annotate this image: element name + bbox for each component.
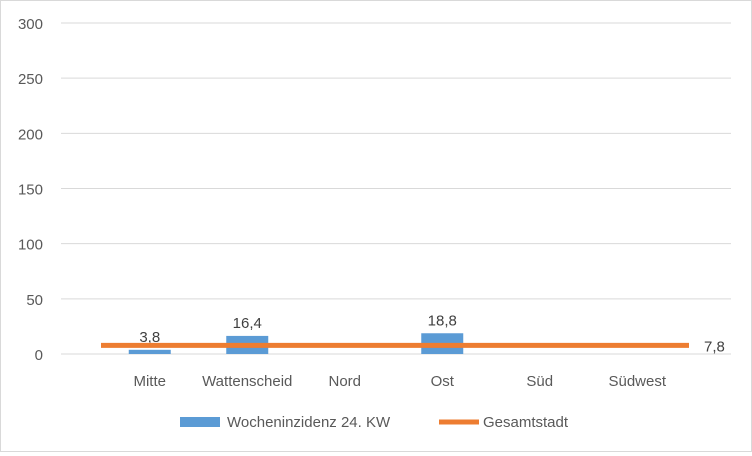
y-tick-label: 50 xyxy=(26,292,43,309)
bar-data-labels: 3,8 16,4 18,8 xyxy=(139,312,457,346)
x-tick-label: Südwest xyxy=(608,373,666,390)
line-data-label: 7,8 xyxy=(704,338,725,355)
y-tick-label: 200 xyxy=(18,126,43,143)
x-tick-label: Nord xyxy=(328,373,361,390)
x-tick-label: Ost xyxy=(431,373,455,390)
y-tick-label: 100 xyxy=(18,237,43,254)
y-tick-label: 250 xyxy=(18,71,43,88)
x-tick-label: Mitte xyxy=(133,373,166,390)
y-tick-label: 300 xyxy=(18,16,43,33)
bar-data-label: 3,8 xyxy=(139,329,160,346)
x-axis-ticks: Mitte Wattenscheid Nord Ost Süd Südwest xyxy=(133,373,666,390)
x-tick-label: Süd xyxy=(526,373,553,390)
y-tick-label: 150 xyxy=(18,182,43,199)
legend-swatch-bar xyxy=(180,417,220,427)
line-series: 7,8 xyxy=(101,338,725,355)
y-axis-ticks: 0 50 100 150 200 250 300 xyxy=(18,16,43,364)
bar xyxy=(128,349,171,354)
y-tick-label: 0 xyxy=(35,347,43,364)
legend: Wocheninzidenz 24. KW Gesamtstadt xyxy=(180,414,569,431)
bar-data-label: 18,8 xyxy=(428,312,457,329)
x-tick-label: Wattenscheid xyxy=(202,373,292,390)
legend-label-bar: Wocheninzidenz 24. KW xyxy=(227,414,391,431)
gridlines xyxy=(61,22,731,355)
legend-label-line: Gesamtstadt xyxy=(483,414,569,431)
bar-data-label: 16,4 xyxy=(233,315,262,332)
